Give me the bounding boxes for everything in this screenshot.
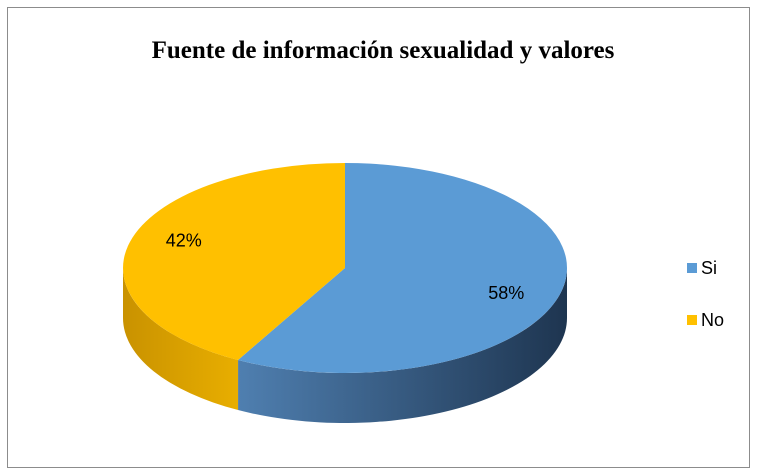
data-label: 58% (488, 283, 524, 303)
legend-swatch (687, 263, 697, 273)
data-label: 42% (166, 231, 202, 251)
legend-label: Si (701, 258, 717, 278)
title-box: Fuente de información sexualidad y valor… (151, 37, 615, 64)
pie-side (238, 268, 568, 423)
pie-slice (238, 163, 568, 373)
pie-slice (123, 163, 345, 361)
legend-swatch (687, 315, 697, 325)
pie-side (123, 268, 239, 411)
legend-label: No (701, 310, 724, 330)
chart-title: Fuente de información sexualidad y valor… (151, 37, 615, 64)
